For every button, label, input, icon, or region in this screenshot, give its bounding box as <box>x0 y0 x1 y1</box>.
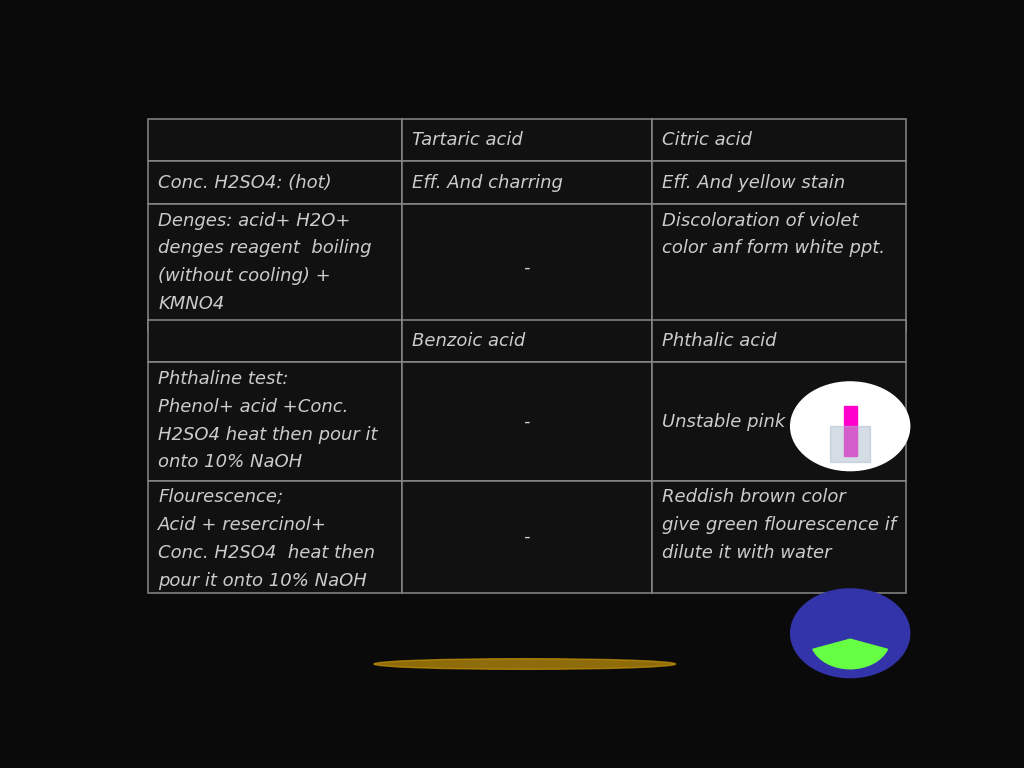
FancyBboxPatch shape <box>652 161 905 204</box>
Text: Discoloration of violet
color anf form white ppt.: Discoloration of violet color anf form w… <box>663 212 885 257</box>
Text: Phthalic acid: Phthalic acid <box>663 332 776 350</box>
Text: Eff. And charring: Eff. And charring <box>412 174 563 192</box>
FancyBboxPatch shape <box>147 481 401 593</box>
FancyBboxPatch shape <box>652 119 905 161</box>
Circle shape <box>791 382 909 471</box>
Text: Denges: acid+ H2O+
denges reagent  boiling
(without cooling) +
KMNO4: Denges: acid+ H2O+ denges reagent boilin… <box>158 212 372 313</box>
Text: Conc. H2SO4: (hot): Conc. H2SO4: (hot) <box>158 174 332 192</box>
Wedge shape <box>813 639 888 669</box>
FancyBboxPatch shape <box>652 362 905 481</box>
Text: Flourescence;
Acid + resercinol+
Conc. H2SO4  heat then
pour it onto 10% NaOH: Flourescence; Acid + resercinol+ Conc. H… <box>158 488 375 590</box>
FancyBboxPatch shape <box>147 362 401 481</box>
Bar <box>844 406 856 456</box>
Text: Benzoic acid: Benzoic acid <box>412 332 525 350</box>
FancyBboxPatch shape <box>147 319 401 362</box>
FancyBboxPatch shape <box>147 161 401 204</box>
Text: Phthaline test:
Phenol+ acid +Conc.
H2SO4 heat then pour it
onto 10% NaOH: Phthaline test: Phenol+ acid +Conc. H2SO… <box>158 370 378 472</box>
FancyBboxPatch shape <box>401 204 652 331</box>
Circle shape <box>791 589 909 677</box>
FancyBboxPatch shape <box>401 161 652 204</box>
Text: Reddish brown color
give green flourescence if
dilute it with water: Reddish brown color give green flouresce… <box>663 488 896 562</box>
Text: -: - <box>523 412 530 431</box>
FancyBboxPatch shape <box>401 119 652 161</box>
FancyBboxPatch shape <box>401 319 652 362</box>
Ellipse shape <box>374 659 676 670</box>
Text: Citric acid: Citric acid <box>663 131 752 149</box>
FancyBboxPatch shape <box>147 119 401 161</box>
Text: -: - <box>523 259 530 276</box>
FancyBboxPatch shape <box>652 481 905 593</box>
Text: Unstable pink color: Unstable pink color <box>663 412 836 431</box>
Text: Tartaric acid: Tartaric acid <box>412 131 523 149</box>
Text: Eff. And yellow stain: Eff. And yellow stain <box>663 174 845 192</box>
FancyBboxPatch shape <box>401 481 652 593</box>
Bar <box>830 426 870 462</box>
FancyBboxPatch shape <box>147 204 401 331</box>
FancyBboxPatch shape <box>401 362 652 481</box>
Text: -: - <box>523 528 530 546</box>
FancyBboxPatch shape <box>652 204 905 331</box>
FancyBboxPatch shape <box>652 319 905 362</box>
